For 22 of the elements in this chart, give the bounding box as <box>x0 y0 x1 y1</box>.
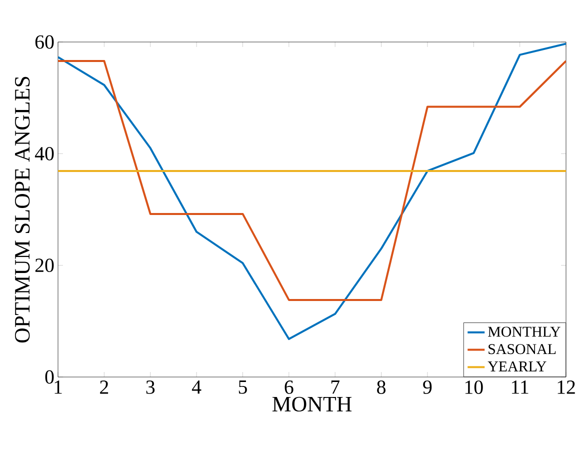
x-axis-title: MONTH <box>272 396 352 412</box>
x-tick-label: 10 <box>465 380 483 394</box>
legend-label: YEARLY <box>488 361 546 372</box>
y-tick-label: 20 <box>35 258 54 272</box>
y-axis-title: OPTIMUM SLOPE ANGLES <box>14 76 30 343</box>
x-tick-label: 8 <box>377 380 386 394</box>
x-tick-label: 6 <box>284 380 294 394</box>
y-tick-label: 60 <box>35 35 54 49</box>
x-tick-label: 4 <box>192 380 202 394</box>
x-tick-label: 5 <box>238 380 247 394</box>
x-tick-label: 7 <box>331 380 340 394</box>
line-series <box>58 42 566 340</box>
x-tick-label: 1 <box>54 380 62 394</box>
x-tick-label: 3 <box>146 380 155 394</box>
y-tick-label: 0 <box>45 370 54 384</box>
x-tick-label: 11 <box>512 380 528 394</box>
x-tick-label: 9 <box>423 380 432 394</box>
x-tick-label: 2 <box>100 380 108 394</box>
x-tick-label: 12 <box>558 380 575 394</box>
legend-label: SASONAL <box>488 344 556 354</box>
y-tick-label: 40 <box>34 146 54 160</box>
legend-label: MONTHLY <box>488 326 560 337</box>
